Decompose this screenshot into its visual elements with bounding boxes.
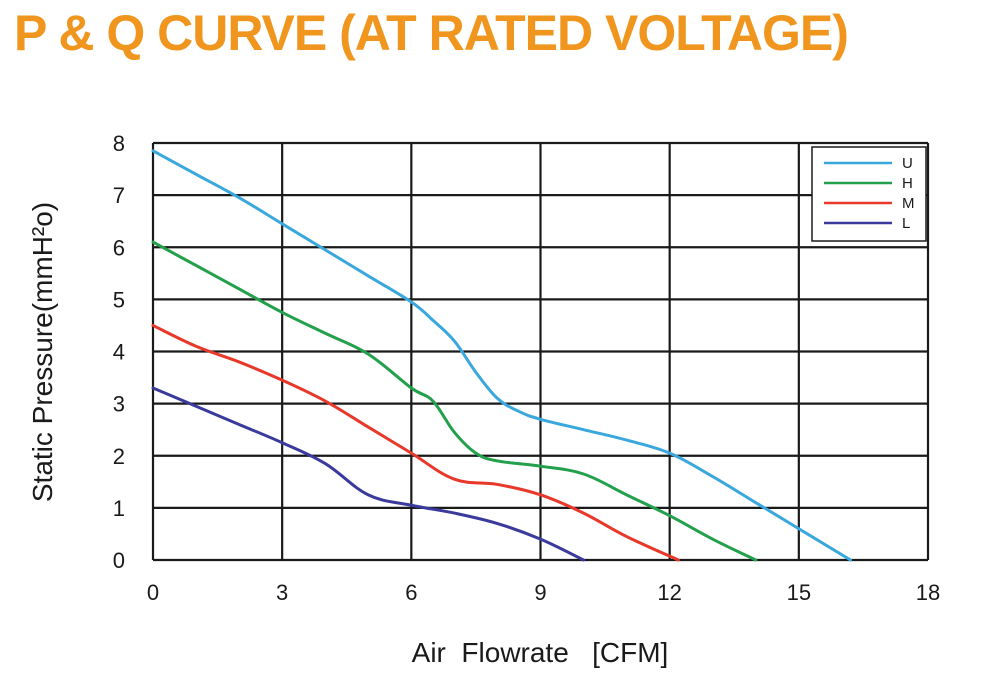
legend-label-H: H xyxy=(902,175,913,192)
series-lines xyxy=(151,149,852,562)
y-tick-label: 4 xyxy=(113,340,125,365)
series-line-M xyxy=(151,323,680,562)
series-line-H xyxy=(151,240,758,562)
y-tick-label: 2 xyxy=(113,444,125,469)
x-axis-title: Air Flowrate [CFM] xyxy=(412,637,669,668)
x-tick-label: 9 xyxy=(534,580,546,605)
x-tick-label: 12 xyxy=(657,580,681,605)
y-tick-label: 7 xyxy=(113,183,125,208)
y-axis-title: Static Pressure(mmH²o) xyxy=(27,202,58,502)
grid xyxy=(151,141,930,562)
legend-label-U: U xyxy=(902,155,913,172)
x-tick-label: 3 xyxy=(276,580,288,605)
y-tick-label: 1 xyxy=(113,496,125,521)
x-tick-label: 6 xyxy=(405,580,417,605)
y-tick-label: 3 xyxy=(113,392,125,417)
y-tick-label: 5 xyxy=(113,287,125,312)
chart-title: P & Q CURVE (AT RATED VOLTAGE) xyxy=(14,5,849,61)
x-tick-label: 18 xyxy=(916,580,940,605)
y-tick-label: 0 xyxy=(113,548,125,573)
y-tick-label: 8 xyxy=(113,131,125,156)
x-tick-label: 15 xyxy=(787,580,811,605)
legend-label-M: M xyxy=(902,195,915,212)
series-line-L xyxy=(151,386,586,562)
series-line-U xyxy=(151,149,852,562)
legend-label-L: L xyxy=(902,215,910,232)
y-tick-label: 6 xyxy=(113,235,125,260)
x-tick-label: 0 xyxy=(147,580,159,605)
